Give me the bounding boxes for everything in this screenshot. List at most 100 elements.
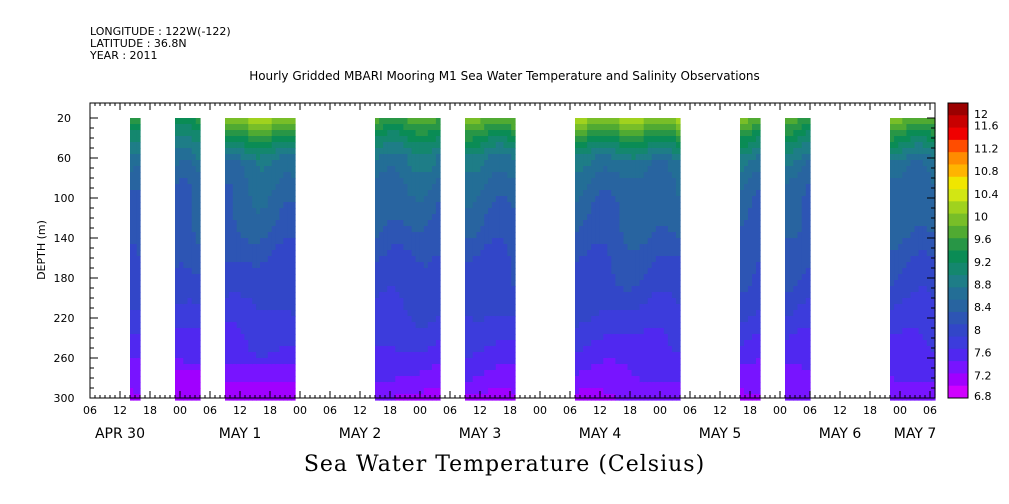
temp-cell xyxy=(930,166,936,173)
temp-cell xyxy=(236,184,242,191)
temp-cell xyxy=(575,310,580,317)
temp-cell xyxy=(627,250,633,257)
temp-cell xyxy=(599,118,604,125)
temp-cell xyxy=(399,196,405,203)
temp-cell xyxy=(914,226,920,233)
temp-cell xyxy=(914,376,920,383)
temp-cell xyxy=(752,196,757,203)
temp-cell xyxy=(263,376,269,383)
temp-cell xyxy=(244,292,249,299)
temp-cell xyxy=(663,232,669,239)
temp-cell xyxy=(435,184,441,191)
temp-cell xyxy=(263,232,269,239)
temp-cell xyxy=(926,388,932,395)
temp-cell xyxy=(906,358,912,365)
temp-cell xyxy=(240,244,246,251)
temp-cell xyxy=(793,262,799,269)
temp-cell xyxy=(643,274,649,281)
temp-cell xyxy=(133,292,138,299)
temp-cell xyxy=(752,322,757,329)
temp-cell xyxy=(789,256,794,263)
temp-cell xyxy=(399,262,405,269)
temp-cell xyxy=(503,268,508,275)
temp-cell xyxy=(395,322,400,329)
temp-cell xyxy=(267,184,273,191)
temp-cell xyxy=(499,184,504,191)
temp-cell xyxy=(789,268,794,275)
temp-cell xyxy=(232,274,238,281)
temp-cell xyxy=(240,292,246,299)
temp-cell xyxy=(579,136,584,143)
temp-cell xyxy=(391,298,396,305)
temp-cell xyxy=(595,376,600,383)
temp-cell xyxy=(252,130,257,137)
temp-cell xyxy=(256,202,261,209)
temp-cell xyxy=(136,142,141,149)
temp-cell xyxy=(252,382,257,389)
temp-cell xyxy=(503,388,508,395)
temp-cell xyxy=(793,286,799,293)
temp-cell xyxy=(476,166,481,173)
temp-cell xyxy=(805,316,811,323)
temp-cell xyxy=(252,334,257,341)
temp-cell xyxy=(930,136,936,143)
temp-cell xyxy=(291,382,296,389)
temp-cell xyxy=(906,250,912,257)
temp-cell xyxy=(225,256,230,263)
temp-cell xyxy=(587,118,592,125)
temp-cell xyxy=(635,238,641,245)
temp-cell xyxy=(187,352,193,359)
temp-cell xyxy=(175,334,180,341)
temp-cell xyxy=(671,124,677,131)
temp-cell xyxy=(183,376,189,383)
temp-cell xyxy=(275,310,281,317)
temp-cell xyxy=(275,358,281,365)
temp-cell xyxy=(263,352,269,359)
temp-cell xyxy=(607,124,612,131)
temp-cell xyxy=(659,148,665,155)
temp-cell xyxy=(663,196,669,203)
temp-cell xyxy=(579,280,584,287)
temp-cell xyxy=(415,304,421,311)
temp-cell xyxy=(191,190,197,197)
temp-cell xyxy=(495,274,501,281)
temp-cell xyxy=(918,154,924,161)
temp-cell xyxy=(603,154,608,161)
temp-cell xyxy=(663,352,669,359)
temp-cell xyxy=(663,250,669,257)
temp-cell xyxy=(676,202,681,209)
temp-cell xyxy=(256,340,261,347)
temp-cell xyxy=(228,130,234,137)
temp-cell xyxy=(391,130,396,137)
temp-cell xyxy=(595,250,600,257)
temp-cell xyxy=(503,232,508,239)
temp-cell xyxy=(244,202,249,209)
temp-cell xyxy=(395,118,400,125)
temp-cell xyxy=(283,310,288,317)
temp-cell xyxy=(427,238,433,245)
temp-cell xyxy=(503,316,508,323)
temp-cell xyxy=(488,322,493,329)
temp-cell xyxy=(922,322,928,329)
temp-cell xyxy=(575,292,580,299)
temp-cell xyxy=(130,130,134,137)
temp-cell xyxy=(789,364,794,371)
temp-cell xyxy=(639,334,645,341)
temp-cell xyxy=(399,280,405,287)
temp-cell xyxy=(744,340,749,347)
temp-cell xyxy=(480,304,485,311)
temp-cell xyxy=(631,358,637,365)
temp-cell xyxy=(623,190,629,197)
temp-cell xyxy=(375,304,380,311)
temp-cell xyxy=(244,160,249,167)
temp-cell xyxy=(435,334,441,341)
temp-cell xyxy=(635,328,641,335)
temp-cell xyxy=(930,274,936,281)
temp-cell xyxy=(252,124,257,131)
temp-cell xyxy=(914,334,920,341)
temp-cell xyxy=(926,280,932,287)
temp-cell xyxy=(659,178,665,185)
temp-cell xyxy=(801,220,807,227)
temp-cell xyxy=(898,166,903,173)
temp-cell xyxy=(603,346,608,353)
